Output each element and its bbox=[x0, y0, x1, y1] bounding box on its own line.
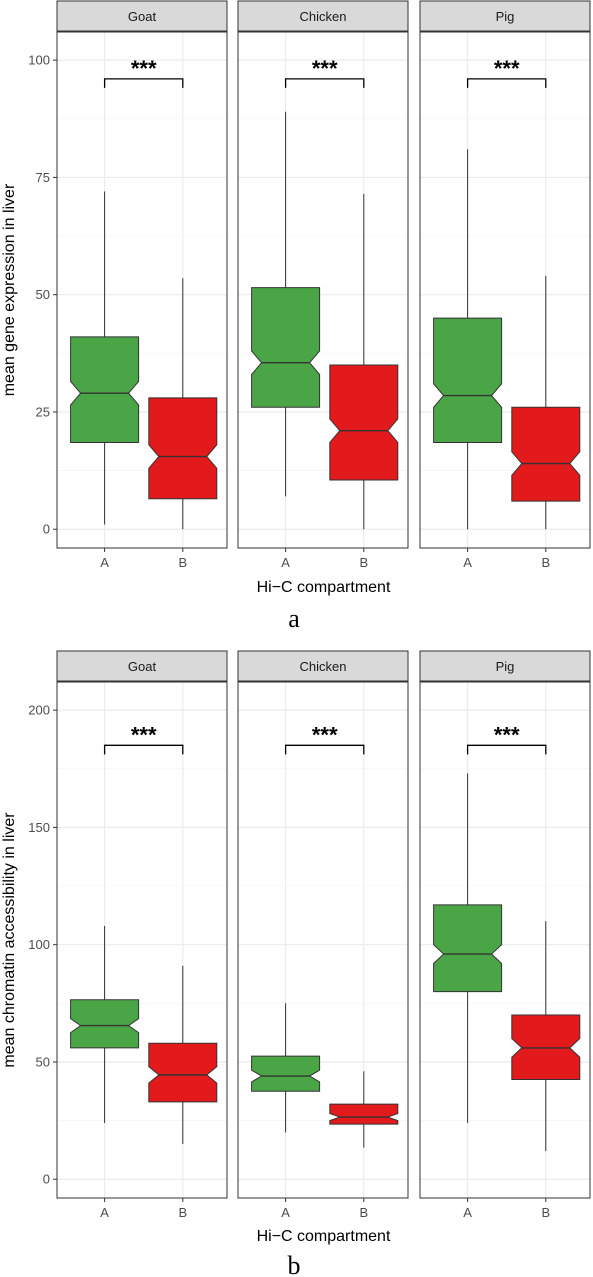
significance-bracket bbox=[103, 744, 184, 755]
x-tick-label: A bbox=[463, 1205, 472, 1220]
y-tick-label: 50 bbox=[36, 1054, 50, 1069]
chart-a: mean gene expression in liver 0 25 50 75 100 G… bbox=[1, 0, 591, 633]
box-a bbox=[251, 1003, 321, 1133]
facet-strip bbox=[419, 0, 591, 32]
box-b bbox=[148, 965, 218, 1145]
facet-strip bbox=[56, 0, 228, 32]
x-axis-title: Hi−C compartment bbox=[257, 579, 391, 596]
y-tick-label: 75 bbox=[36, 170, 50, 185]
box-body bbox=[433, 904, 503, 993]
panel-border bbox=[56, 681, 228, 1199]
plot-panel bbox=[57, 682, 227, 1198]
box-body bbox=[148, 1042, 218, 1103]
facet-strip-label: Chicken bbox=[300, 659, 347, 674]
significance-label: *** bbox=[312, 56, 338, 81]
panel-border bbox=[237, 681, 409, 1199]
y-tick-label: 150 bbox=[28, 820, 50, 835]
facet-strip-label: Pig bbox=[496, 659, 515, 674]
x-tick-label: B bbox=[359, 1205, 368, 1220]
panel-label: a bbox=[288, 604, 300, 633]
box-body bbox=[251, 1055, 321, 1092]
y-tick-label: 25 bbox=[36, 404, 50, 419]
box-a bbox=[251, 111, 321, 497]
significance-label: *** bbox=[312, 722, 338, 747]
box-body bbox=[329, 364, 399, 481]
panel-label: b bbox=[288, 1251, 301, 1277]
facet-goat: Goat *** A B bbox=[56, 650, 228, 1220]
panel-border bbox=[56, 31, 228, 549]
y-tick-label: 50 bbox=[36, 287, 50, 302]
facet-strip-label: Goat bbox=[128, 9, 157, 24]
box-body bbox=[148, 397, 218, 500]
y-tick-label: 0 bbox=[43, 1172, 50, 1187]
facet-strip-label: Pig bbox=[496, 9, 515, 24]
significance-bracket bbox=[284, 744, 365, 755]
facet-strip bbox=[237, 650, 409, 682]
x-tick-label: B bbox=[541, 555, 550, 570]
x-tick-label: B bbox=[541, 1205, 550, 1220]
box-b bbox=[511, 921, 581, 1152]
significance-bracket bbox=[103, 78, 184, 88]
box-body bbox=[511, 406, 581, 502]
panel-border bbox=[419, 681, 591, 1199]
facet-goat: Goat *** A B bbox=[56, 0, 228, 570]
box-body bbox=[251, 287, 321, 408]
significance-bracket bbox=[466, 78, 547, 88]
y-axis-title: mean gene expression in liver bbox=[1, 183, 18, 396]
box-a bbox=[70, 925, 140, 1123]
x-axis-title: Hi−C compartment bbox=[257, 1228, 391, 1245]
y-tick-label: 100 bbox=[28, 53, 50, 68]
significance-label: *** bbox=[494, 56, 520, 81]
significance-label: *** bbox=[131, 722, 157, 747]
y-tick-label: 200 bbox=[28, 703, 50, 718]
box-a bbox=[433, 773, 503, 1123]
box-a bbox=[70, 191, 140, 525]
x-tick-label: B bbox=[178, 1205, 187, 1220]
facet-pig: Pig *** A B bbox=[419, 0, 591, 570]
facet-pig: Pig *** A B bbox=[419, 650, 591, 1220]
box-b bbox=[329, 193, 399, 530]
significance-bracket bbox=[466, 744, 547, 755]
y-tick-label: 0 bbox=[43, 522, 50, 537]
box-b bbox=[511, 275, 581, 530]
box-body bbox=[329, 1103, 399, 1125]
x-tick-label: A bbox=[463, 555, 472, 570]
facet-strip bbox=[237, 0, 409, 32]
x-tick-label: A bbox=[100, 555, 109, 570]
x-tick-label: A bbox=[281, 1205, 290, 1220]
significance-label: *** bbox=[494, 722, 520, 747]
box-a bbox=[433, 149, 503, 530]
facet-chicken: Chicken *** A B bbox=[237, 650, 409, 1220]
x-tick-label: A bbox=[281, 555, 290, 570]
box-b bbox=[148, 278, 218, 530]
significance-label: *** bbox=[131, 56, 157, 81]
box-body bbox=[433, 317, 503, 443]
facet-strip-label: Chicken bbox=[300, 9, 347, 24]
facet-strip bbox=[56, 650, 228, 682]
facet-chicken: Chicken *** A B bbox=[237, 0, 409, 570]
x-tick-label: A bbox=[100, 1205, 109, 1220]
significance-bracket bbox=[284, 78, 365, 88]
box-body bbox=[70, 336, 140, 443]
chart-b: mean chromatin accessibility in liver 0 50… bbox=[1, 650, 591, 1277]
box-b bbox=[329, 1071, 399, 1148]
facet-strip bbox=[419, 650, 591, 682]
facet-strip-label: Goat bbox=[128, 659, 157, 674]
panel-border bbox=[237, 31, 409, 549]
y-axis-title: mean chromatin accessibility in liver bbox=[1, 812, 18, 1068]
y-tick-label: 100 bbox=[28, 937, 50, 952]
box-body bbox=[70, 999, 140, 1049]
x-tick-label: B bbox=[178, 555, 187, 570]
x-tick-label: B bbox=[359, 555, 368, 570]
panel-border bbox=[419, 31, 591, 549]
